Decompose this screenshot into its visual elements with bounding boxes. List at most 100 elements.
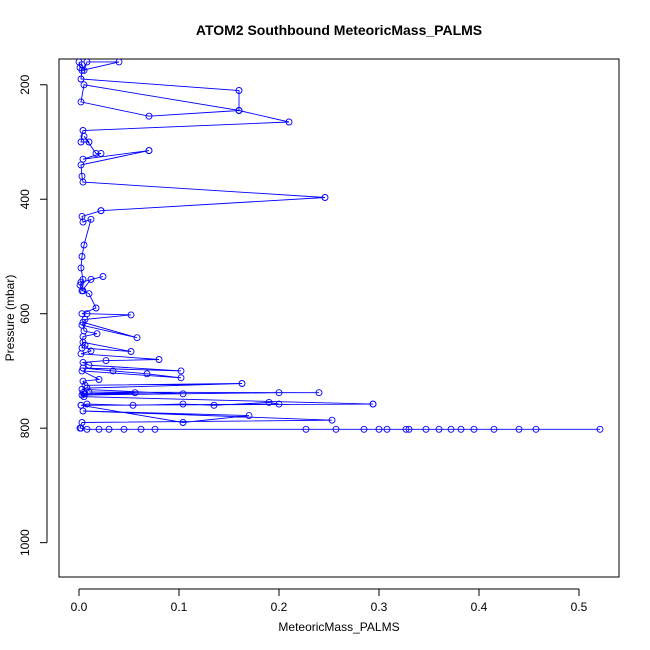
series-line: [78, 61, 600, 430]
data-point: [490, 425, 498, 433]
x-tick-label: 0.1: [171, 600, 188, 614]
x-tick-label: 0.4: [471, 600, 488, 614]
data-point: [97, 207, 105, 215]
data-point: [87, 275, 95, 283]
data-point: [402, 425, 410, 433]
data-point: [81, 341, 89, 349]
data-point: [80, 81, 88, 89]
y-tick-label: 400: [18, 189, 32, 209]
data-point: [129, 401, 137, 409]
data-point: [80, 241, 88, 249]
data-point: [77, 264, 85, 272]
plot-area: [75, 59, 604, 433]
data-point: [265, 398, 273, 406]
data-point: [77, 161, 85, 169]
data-point: [78, 310, 86, 318]
data-point: [332, 425, 340, 433]
data-point: [275, 389, 283, 397]
data-point: [177, 367, 185, 375]
x-tick-label: 0.5: [571, 600, 588, 614]
data-point: [235, 107, 243, 114]
x-tick-label: 0.2: [271, 600, 288, 614]
data-point: [435, 425, 443, 433]
data-point: [80, 390, 88, 398]
data-point: [145, 147, 153, 155]
data-point: [85, 361, 93, 369]
data-point: [596, 425, 604, 433]
data-point: [210, 401, 218, 409]
data-point: [131, 389, 139, 397]
data-point: [92, 149, 100, 157]
data-point: [133, 334, 141, 342]
data-point: [87, 347, 95, 355]
data-point: [79, 178, 87, 186]
data-point: [79, 389, 87, 397]
data-point: [80, 66, 88, 74]
data-point: [143, 370, 151, 378]
data-point: [137, 425, 145, 433]
data-point: [238, 380, 246, 387]
data-point: [120, 425, 128, 433]
data-point: [155, 356, 163, 363]
data-point: [102, 357, 110, 365]
data-point: [85, 138, 93, 146]
data-point: [77, 98, 85, 106]
data-point: [78, 367, 86, 375]
y-axis: 200 400 600 800 1000: [18, 74, 48, 556]
y-tick-label: 1000: [18, 529, 32, 556]
data-point: [235, 87, 243, 94]
data-point: [245, 412, 253, 420]
data-point: [145, 112, 153, 120]
data-point: [87, 215, 95, 223]
data-point: [97, 149, 105, 157]
data-point: [375, 425, 383, 433]
data-point: [78, 66, 86, 74]
y-tick-label: 600: [18, 303, 32, 323]
data-point: [127, 348, 135, 355]
data-point: [315, 389, 323, 397]
data-point: [275, 400, 283, 408]
data-point: [79, 318, 87, 326]
data-point: [532, 425, 540, 433]
data-point: [79, 287, 87, 295]
data-point: [80, 132, 88, 140]
data-point: [302, 425, 310, 433]
data-point: [95, 376, 103, 383]
data-point: [179, 419, 187, 426]
x-tick-label: 0.3: [371, 600, 388, 614]
x-axis: 0.0 0.1 0.2 0.3 0.4 0.5: [71, 588, 588, 614]
data-point: [77, 350, 85, 358]
x-axis-label: MeteoricMass_PALMS: [278, 620, 399, 634]
data-point: [79, 407, 87, 415]
data-point: [85, 290, 93, 298]
data-point: [422, 425, 430, 433]
data-point: [77, 75, 85, 83]
data-point: [515, 425, 523, 433]
y-axis-label: Pressure (mbar): [3, 275, 17, 362]
data-point: [77, 278, 85, 286]
data-point: [151, 425, 159, 433]
data-point: [369, 400, 377, 408]
data-point: [328, 416, 336, 424]
data-point: [78, 253, 86, 260]
data-point: [115, 59, 123, 66]
data-point: [179, 390, 187, 398]
data-point: [83, 425, 91, 433]
y-tick-label: 200: [18, 74, 32, 94]
data-point: [405, 425, 413, 433]
chart-title: ATOM2 Southbound MeteoricMass_PALMS: [196, 22, 482, 38]
data-point: [83, 59, 91, 66]
data-point: [79, 218, 87, 226]
data-point: [105, 425, 113, 433]
data-point: [127, 311, 135, 319]
data-point: [457, 425, 465, 433]
data-point: [360, 425, 368, 433]
data-point: [99, 273, 107, 280]
data-point: [79, 377, 87, 385]
y-tick-label: 800: [18, 418, 32, 438]
data-point: [285, 118, 293, 126]
data-point: [470, 425, 478, 433]
data-point: [92, 304, 100, 312]
x-tick-label: 0.0: [71, 600, 88, 614]
